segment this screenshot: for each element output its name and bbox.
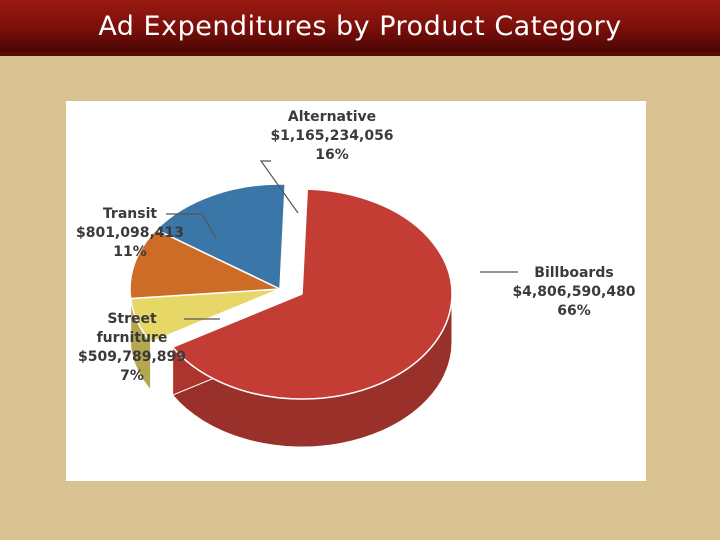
leader-line-alternative: [259, 160, 299, 214]
page-title: Ad Expenditures by Product Category: [98, 10, 622, 42]
slice-top-transit: [129, 228, 283, 300]
slice-top-billboards: [171, 188, 453, 400]
chart-panel: Billboards $4,806,590,480 66% Street furnitu…: [66, 101, 646, 481]
slice-label-billboards: Billboards: [534, 265, 613, 281]
leader-line-transit: [166, 213, 217, 239]
slice-label-alternative: Alternative: [288, 109, 376, 125]
slice-label-street-furniture-1: Street: [107, 311, 157, 327]
pie-chart: Billboards $4,806,590,480 66% Street furnitu…: [76, 109, 636, 448]
slice-amount-alternative: $1,165,234,056: [270, 128, 393, 144]
slice-label-transit: Transit: [103, 206, 157, 222]
slice-percent-transit: 11%: [113, 244, 147, 260]
slice-percent-street-furniture: 7%: [120, 368, 144, 384]
slice-amount-street-furniture: $509,789,899: [78, 349, 186, 365]
slice-percent-alternative: 16%: [315, 147, 349, 163]
slice-billboards: [171, 188, 453, 448]
slice-amount-billboards: $4,806,590,480: [512, 284, 635, 300]
slice-percent-billboards: 66%: [557, 303, 591, 319]
slice-top-alternative: [154, 183, 287, 291]
slice-transit: [129, 228, 283, 347]
slice-alternative: [154, 183, 287, 291]
title-bar: Ad Expenditures by Product Category: [0, 0, 720, 56]
slice-amount-transit: $801,098,413: [76, 225, 184, 241]
slice-label-street-furniture-2: furniture: [97, 330, 168, 346]
